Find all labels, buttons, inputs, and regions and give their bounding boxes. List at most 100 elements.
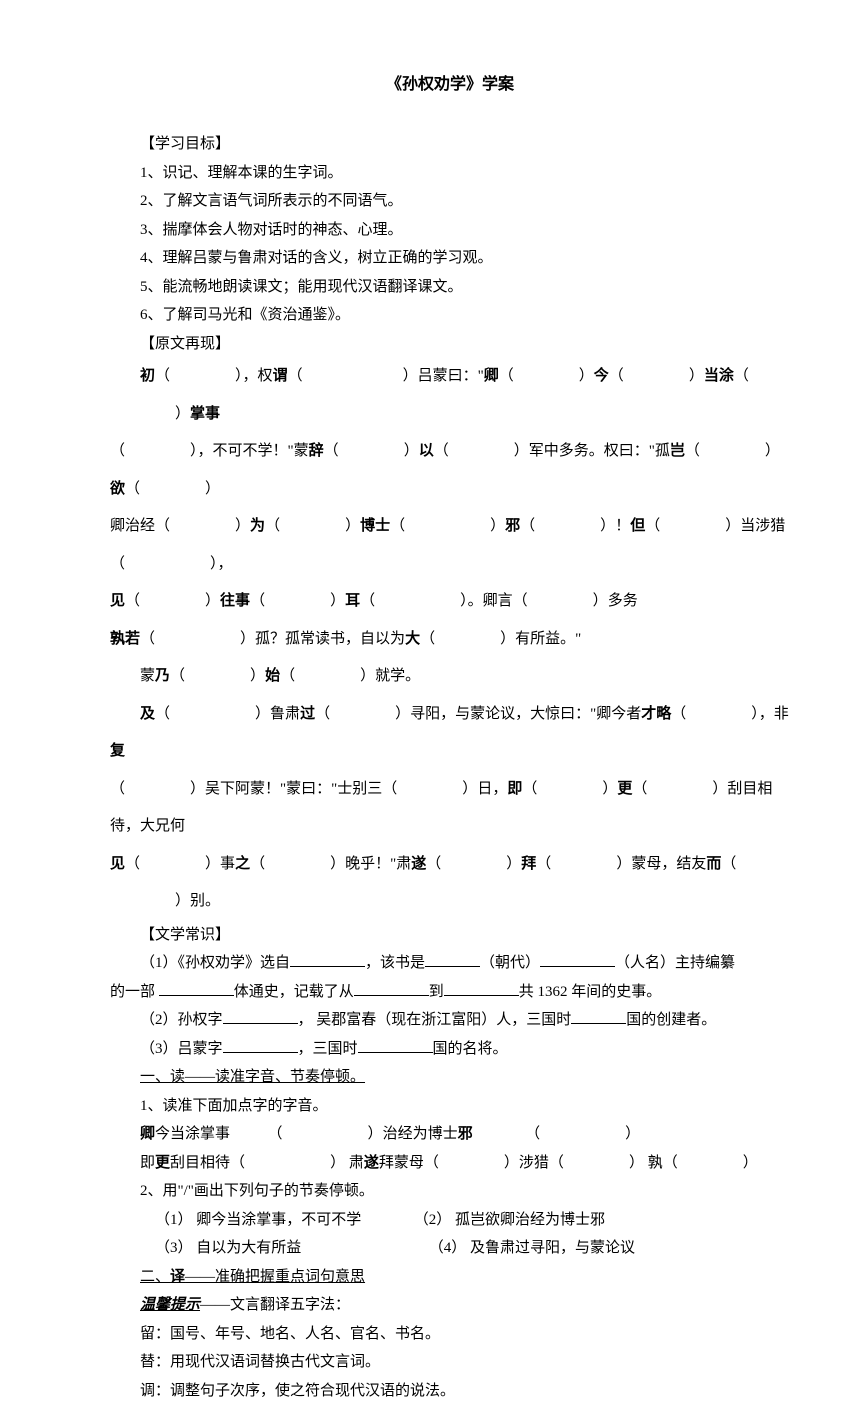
text: 共 1362 年间的史事。 (519, 984, 662, 1000)
doc-title: 《孙权劝学》学案 (110, 70, 790, 100)
keyword: 才略 (641, 706, 671, 722)
text: 吕蒙曰：" (418, 368, 484, 384)
keyword: 而 (706, 856, 721, 872)
reading-label: 一、读——读准字音、节奏停顿。 (110, 1063, 790, 1092)
text: 事 (220, 856, 235, 872)
passage-line: 及（）鲁肃过（）寻阳，与蒙论议，大惊曰："卿今者才略（），非复 (110, 696, 790, 771)
text: 寻阳，与蒙论议，大惊曰："卿今者 (410, 706, 641, 722)
text: 二、 (140, 1269, 170, 1285)
text: ！ (615, 518, 630, 534)
text: 治经为博士 (383, 1126, 458, 1142)
translate-item: 留：国号、年号、地名、人名、官名、书名。 (110, 1320, 790, 1349)
literature-q1: （1）《孙权劝学》选自，该书是（朝代）（人名）主持编纂 (110, 949, 790, 978)
keyword: 卿 (140, 1126, 155, 1142)
text: 孤？孤常读书，自以为 (255, 631, 405, 647)
tip-line: 温馨提示——文言翻译五字法： (110, 1291, 790, 1320)
tip-label: 温馨提示 (140, 1297, 200, 1313)
reading-line2: 即更刮目相待（） 肃遂拜蒙母（）涉猎（） 孰（） (110, 1149, 790, 1178)
text: ， 吴郡富春（现在浙江富阳）人，三国时 (298, 1012, 572, 1028)
literature-q2: （2）孙权字， 吴郡富春（现在浙江富阳）人，三国时国的创建者。 (110, 1006, 790, 1035)
text: 即 (140, 1155, 155, 1171)
text: （3）吕蒙字 (140, 1041, 223, 1057)
text: 吴下阿蒙！"蒙曰："士别三 (205, 781, 382, 797)
literature-label: 【文学常识】 (110, 921, 790, 950)
text: 到 (429, 984, 444, 1000)
text: ，非 (759, 706, 789, 722)
text: （人名）主持编纂 (615, 955, 735, 971)
passage-line: 见（）往事（）耳（）。卿言（）多务 (110, 583, 790, 621)
text: 就学。 (375, 668, 420, 684)
keyword: 拜 (521, 856, 536, 872)
literature-q3: （3）吕蒙字，三国时国的名将。 (110, 1035, 790, 1064)
text: 国的创建者。 (626, 1012, 716, 1028)
objective-item: 4、理解吕蒙与鲁肃对话的含义，树立正确的学习观。 (110, 244, 790, 273)
text: 别。 (190, 893, 220, 909)
text: ，权 (243, 368, 273, 384)
keyword: 见 (110, 856, 125, 872)
literature-q1-cont: 的一部 体通史，记载了从到共 1362 年间的史事。 (110, 978, 790, 1007)
keyword: 始 (265, 668, 280, 684)
passage-line: （），不可不学！"蒙辞（）以（）军中多务。权曰："孤岂（）欲（） (110, 433, 790, 508)
text: ——准确把握重点词句意思 (185, 1269, 365, 1285)
keyword: 耳 (345, 593, 360, 609)
text: 今当涂掌事 (155, 1126, 230, 1142)
keyword: 遂 (411, 856, 426, 872)
text: 卿治经 (110, 518, 155, 534)
text: 蒙母，结友 (631, 856, 706, 872)
objective-item: 3、揣摩体会人物对话时的神态、心理。 (110, 216, 790, 245)
keyword: 以 (419, 443, 434, 459)
objective-item: 5、能流畅地朗读课文；能用现代汉语翻译课文。 (110, 273, 790, 302)
text: 蒙 (140, 668, 155, 684)
keyword: 大 (405, 631, 420, 647)
keyword: 往事 (220, 593, 250, 609)
text: 孰 (648, 1155, 663, 1171)
objective-item: 6、了解司马光和《资治通鉴》。 (110, 301, 790, 330)
text: 军中多务。权曰："孤 (529, 443, 670, 459)
objectives-label: 【学习目标】 (110, 130, 790, 159)
passage-line: 孰若（）孤？孤常读书，自以为大（）有所益。" (110, 621, 790, 659)
passage-line: 卿治经（）为（）博士（）邪（）！但（）当涉猎（）， (110, 508, 790, 583)
text: （4） 及鲁肃过寻阳，与蒙论议 (436, 1240, 635, 1256)
passage-line: （）吴下阿蒙！"蒙曰："士别三（）日，即（）更（）刮目相待，大兄何 (110, 771, 790, 846)
text: 拜蒙母 (379, 1155, 424, 1171)
text: ， (218, 556, 233, 572)
keyword: 谓 (273, 368, 288, 384)
translate-label: 二、译——准确把握重点词句意思 (110, 1263, 790, 1292)
text: （1）《孙权劝学》选自 (140, 955, 290, 971)
keyword: 及 (140, 706, 155, 722)
text: 肃 (349, 1155, 364, 1171)
reading-sub2: 2、用"/"画出下列句子的节奏停顿。 (110, 1177, 790, 1206)
keyword: 为 (250, 518, 265, 534)
keyword: 译 (170, 1269, 185, 1285)
keyword: 欲 (110, 481, 125, 497)
keyword: 见 (110, 593, 125, 609)
exercise-row: （3） 自以为大有所益 （4） 及鲁肃过寻阳，与蒙论议 (110, 1234, 790, 1263)
keyword: 掌事 (190, 406, 220, 422)
exercise-row: （1） 卿今当涂掌事，不可不学 （2） 孤岂欲卿治经为博士邪 (110, 1206, 790, 1235)
keyword: 卿 (484, 368, 499, 384)
translate-item: 调：调整句子次序，使之符合现代汉语的说法。 (110, 1377, 790, 1405)
text: 多务 (608, 593, 638, 609)
text: 当涉猎 (740, 518, 785, 534)
keyword: 岂 (670, 443, 685, 459)
text: 有所益。" (515, 631, 581, 647)
keyword: 过 (300, 706, 315, 722)
keyword: 孰若 (110, 631, 140, 647)
text: 的一部 (110, 984, 155, 1000)
text: （1） 卿今当涂掌事，不可不学 (155, 1212, 361, 1228)
text: 。卿言 (468, 593, 513, 609)
keyword: 邪 (458, 1126, 473, 1142)
keyword: 今 (594, 368, 609, 384)
text: 鲁肃 (270, 706, 300, 722)
text: ，该书是 (365, 955, 425, 971)
original-label: 【原文再现】 (110, 330, 790, 359)
keyword: 更 (155, 1155, 170, 1171)
keyword: 当涂 (704, 368, 734, 384)
text: 涉猎 (519, 1155, 549, 1171)
text: ，三国时 (298, 1041, 358, 1057)
translate-item: 替：用现代汉语词替换古代文言词。 (110, 1348, 790, 1377)
text: （3） 自以为大有所益 (155, 1240, 301, 1256)
keyword: 复 (110, 743, 125, 759)
keyword: 乃 (155, 668, 170, 684)
keyword: 遂 (364, 1155, 379, 1171)
